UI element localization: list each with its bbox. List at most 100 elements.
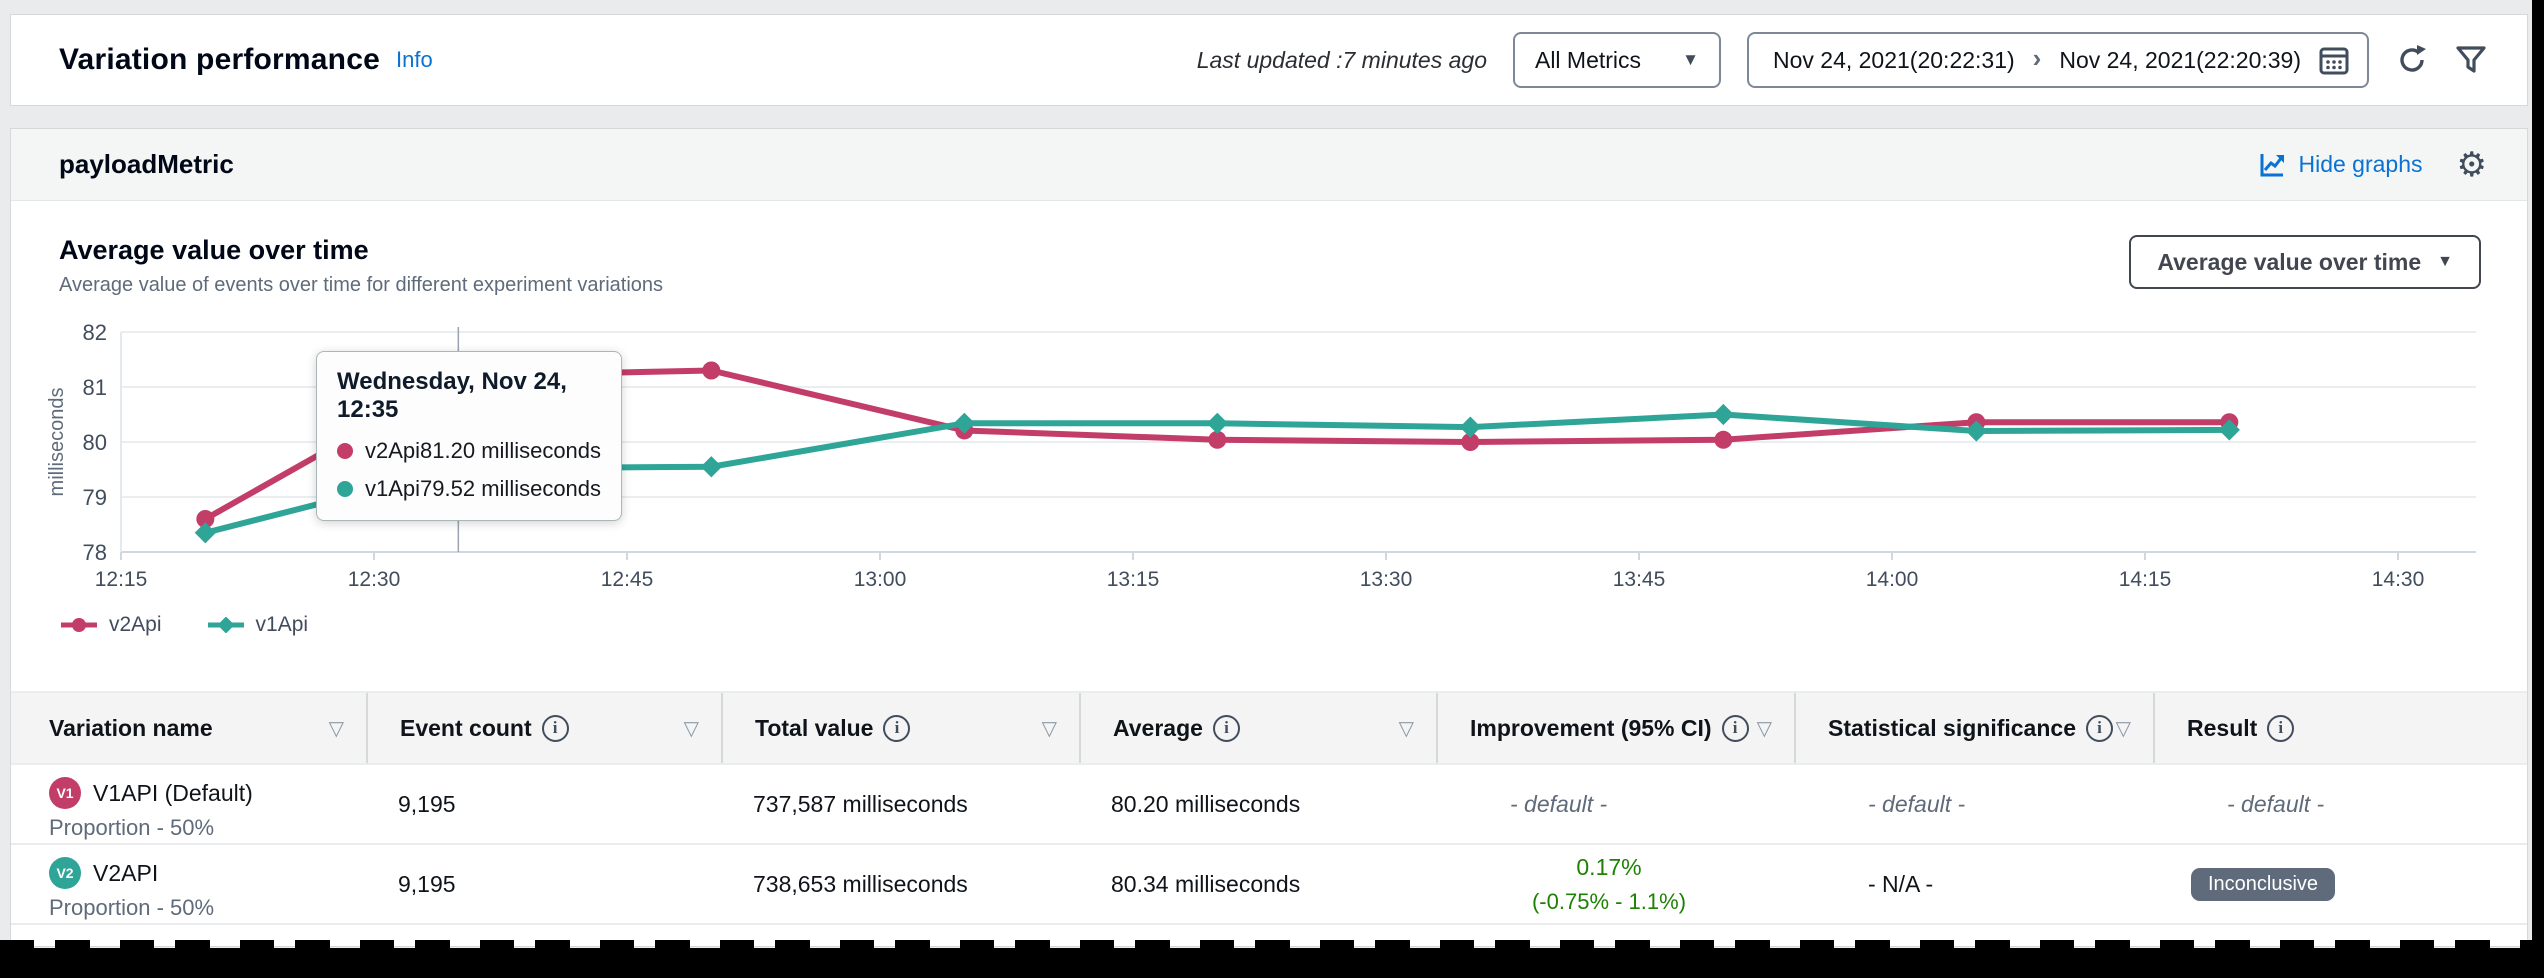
default-value: - default - — [1868, 790, 1966, 817]
column-header-statistical-significance[interactable]: Statistical significance i ▽ — [1794, 693, 2153, 763]
filter-icon[interactable]: ▽ — [328, 717, 344, 740]
page-header: Variation performance Info Last updated … — [10, 14, 2528, 106]
legend-marker-circle — [61, 618, 97, 632]
svg-text:13:15: 13:15 — [1107, 568, 1160, 591]
chart-type-dropdown[interactable]: Average value over time ▼ — [2129, 235, 2481, 289]
filter-icon[interactable]: ▽ — [683, 717, 699, 740]
refresh-icon — [2400, 45, 2426, 72]
filter-icon[interactable]: ▽ — [1041, 717, 1057, 740]
series-dot-v1api — [337, 481, 353, 497]
svg-text:14:30: 14:30 — [2372, 568, 2425, 591]
page-title: Variation performance — [59, 43, 380, 76]
chevron-down-icon: ▼ — [2437, 253, 2453, 270]
column-header-improvement[interactable]: Improvement (95% CI) i ▽ — [1436, 693, 1794, 763]
info-icon[interactable]: i — [541, 714, 569, 742]
svg-text:78: 78 — [83, 540, 107, 565]
calendar-icon[interactable] — [2319, 45, 2349, 75]
filter-icon[interactable]: ▽ — [2115, 717, 2131, 740]
svg-text:80: 80 — [83, 430, 107, 455]
gear-icon[interactable]: ⚙ — [2456, 145, 2487, 184]
legend-item-v1api[interactable]: v1Api — [206, 613, 309, 637]
date-range-start: Nov 24, 2021(20:22:31) — [1772, 46, 2015, 73]
cell-variation-name: V2 V2API Proportion - 50% — [11, 845, 366, 923]
column-header-result[interactable]: Result i — [2153, 693, 2527, 763]
svg-text:13:00: 13:00 — [854, 568, 907, 591]
cell-improvement: - default - — [1436, 765, 1794, 843]
hide-graphs-label: Hide graphs — [2298, 151, 2423, 177]
svg-text:12:45: 12:45 — [601, 568, 654, 591]
metric-panel-header: payloadMetric Hide graphs ⚙ — [11, 129, 2527, 201]
funnel-icon — [2456, 46, 2486, 73]
info-icon[interactable]: i — [883, 714, 911, 742]
chart-type-dropdown-value: Average value over time — [2157, 248, 2422, 275]
legend-marker-diamond — [207, 617, 244, 633]
chart-tooltip: Wednesday, Nov 24, 12:35 v2Api 81.20 mil… — [316, 351, 622, 521]
hide-graphs-link[interactable]: Hide graphs — [2259, 151, 2423, 178]
last-updated-text: Last updated :7 minutes ago — [1196, 46, 1487, 73]
column-label: Statistical significance — [1828, 714, 2076, 741]
filter-button[interactable] — [2455, 44, 2487, 76]
info-icon[interactable]: i — [2267, 714, 2295, 742]
info-icon[interactable]: i — [1721, 714, 1749, 742]
tooltip-series-name: v2Api — [365, 438, 421, 463]
legend-label: v1Api — [255, 613, 309, 636]
svg-text:81: 81 — [83, 375, 107, 400]
metrics-filter-select[interactable]: All Metrics ▼ — [1512, 32, 1721, 88]
chart-legend: v2Api v1Api — [11, 597, 2527, 637]
info-link[interactable]: Info — [395, 47, 433, 72]
variation-proportion: Proportion - 50% — [49, 815, 215, 840]
cell-total-value: 738,653 milliseconds — [753, 870, 968, 897]
column-label: Improvement (95% CI) — [1470, 714, 1712, 741]
column-header-total-value[interactable]: Total value i ▽ — [721, 693, 1079, 763]
trend-chart-icon — [2260, 154, 2285, 177]
svg-text:milliseconds: milliseconds — [46, 388, 68, 497]
metric-panel: payloadMetric Hide graphs ⚙ Average valu… — [10, 128, 2528, 947]
svg-text:13:30: 13:30 — [1360, 568, 1413, 591]
filter-icon[interactable]: ▽ — [1398, 717, 1414, 740]
default-value: - default - — [1510, 790, 1608, 817]
cell-significance: - default - — [1794, 765, 2153, 843]
table-row[interactable]: V1 V1API (Default) Proportion - 50% 9,19… — [11, 765, 2527, 845]
date-range-picker[interactable]: Nov 24, 2021(20:22:31) › Nov 24, 2021(22… — [1746, 32, 2369, 88]
column-header-variation-name[interactable]: Variation name ▽ — [11, 693, 366, 763]
improvement-ci: (-0.75% - 1.1%) — [1531, 889, 1687, 914]
tooltip-series-name: v1Api — [365, 476, 421, 501]
results-table: Variation name ▽ Event count i ▽ Total v… — [11, 691, 2527, 925]
metric-name: payloadMetric — [59, 149, 234, 179]
chart-subtitle: Average value of events over time for di… — [59, 274, 664, 296]
svg-text:79: 79 — [83, 485, 107, 510]
line-chart: 78 79 80 81 82 milliseconds 12:15 12:30 12:45 13:… — [11, 319, 2527, 597]
info-icon[interactable]: i — [1212, 714, 1240, 742]
refresh-button[interactable] — [2395, 43, 2429, 77]
column-label: Result — [2187, 714, 2258, 741]
chart-header: Average value over time Average value of… — [11, 201, 2527, 297]
chevron-down-icon: ▼ — [1682, 50, 1699, 69]
tooltip-series-value: 81.20 milliseconds — [420, 438, 602, 463]
variation-name: V1API (Default) — [93, 779, 253, 806]
column-header-event-count[interactable]: Event count i ▽ — [366, 693, 721, 763]
info-icon[interactable]: i — [2085, 714, 2113, 742]
screenshot-torn-edge-right — [2532, 0, 2544, 978]
chart-title: Average value over time — [59, 235, 369, 265]
cell-event-count: 9,195 — [398, 870, 456, 897]
filter-icon[interactable]: ▽ — [1756, 717, 1772, 740]
date-range-end: Nov 24, 2021(22:20:39) — [2059, 46, 2301, 73]
table-header-row: Variation name ▽ Event count i ▽ Total v… — [11, 691, 2527, 765]
result-badge: Inconclusive — [2191, 867, 2336, 901]
column-label: Average — [1113, 714, 1203, 741]
variation-badge: V2 — [49, 857, 81, 889]
svg-text:13:45: 13:45 — [1613, 568, 1666, 591]
column-header-average[interactable]: Average i ▽ — [1079, 693, 1436, 763]
svg-text:14:00: 14:00 — [1866, 568, 1919, 591]
cell-average: 80.20 milliseconds — [1111, 790, 1301, 817]
cell-event-count: 9,195 — [398, 790, 456, 817]
variation-name: V2API — [93, 859, 159, 886]
chevron-right-icon: › — [2032, 42, 2042, 73]
screenshot-torn-edge-bottom — [0, 940, 2544, 978]
svg-text:14:15: 14:15 — [2119, 568, 2172, 591]
tooltip-row-v1api: v1Api 79.52 milliseconds — [337, 476, 601, 502]
header-controls: Last updated :7 minutes ago All Metrics … — [1197, 32, 2487, 88]
legend-item-v2api[interactable]: v2Api — [59, 613, 162, 637]
table-row[interactable]: V2 V2API Proportion - 50% 9,195 738,653 … — [11, 845, 2527, 925]
